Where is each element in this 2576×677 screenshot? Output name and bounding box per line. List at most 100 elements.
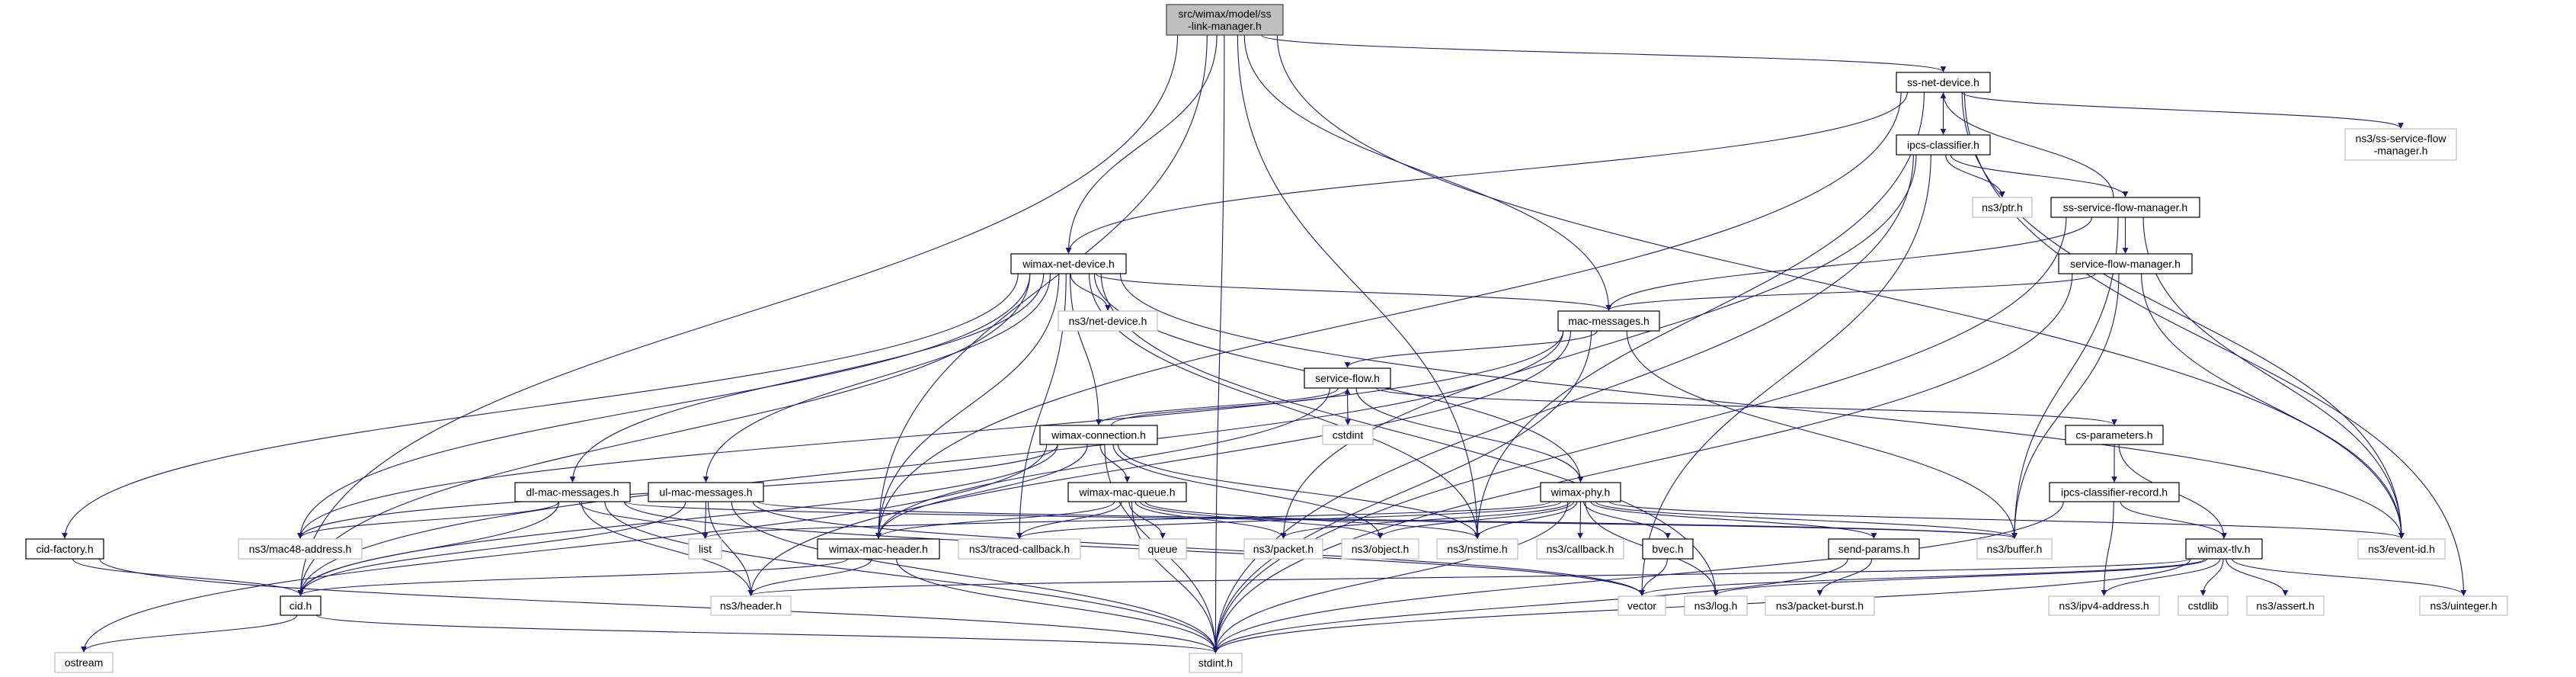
node-ipv4: ns3/ipv4-address.h bbox=[2048, 595, 2160, 616]
edge-cid-to-ostream bbox=[81, 614, 298, 653]
node-ul[interactable]: ul-mac-messages.h bbox=[648, 482, 764, 502]
node-sendp[interactable]: send-params.h bbox=[1828, 538, 1920, 560]
node-box bbox=[1304, 367, 1391, 389]
edge-dl-to-list bbox=[578, 501, 709, 539]
edge-sfm-to-stdint bbox=[1212, 273, 2073, 653]
edge-macmsg-to-mac48 bbox=[297, 330, 1564, 539]
node-label: wimax-mac-queue.h bbox=[1078, 486, 1175, 499]
edge-sendp-to-stdint bbox=[1212, 558, 1848, 653]
node-sf[interactable]: service-flow.h bbox=[1304, 367, 1391, 389]
node-label: ns3/mac48-address.h bbox=[249, 543, 352, 555]
edge-root-to-macmsg bbox=[1243, 34, 1612, 311]
edge-icr-to-ipv4 bbox=[2101, 501, 2114, 596]
edge-wnd-to-netdev bbox=[1070, 273, 1111, 311]
node-csparam[interactable]: cs-parameters.h bbox=[2065, 425, 2164, 445]
node-vector: vector bbox=[1618, 595, 1666, 616]
edge-wphy-to-object bbox=[1377, 501, 1574, 539]
node-label: ns3/callback.h bbox=[1547, 543, 1614, 555]
edge-root-to-wmh bbox=[875, 34, 1208, 539]
edge-wnd-to-macmsg bbox=[1095, 273, 1612, 311]
edge-wnd-to-mac48 bbox=[297, 273, 1031, 539]
node-label: wimax-net-device.h bbox=[1022, 258, 1115, 270]
node-box bbox=[2357, 538, 2446, 560]
node-ipcs[interactable]: ipcs-classifier.h bbox=[1896, 134, 1991, 156]
node-assert: ns3/assert.h bbox=[2246, 595, 2325, 616]
node-box bbox=[648, 482, 764, 502]
edge-ul-to-cid bbox=[297, 501, 686, 596]
node-wphy[interactable]: wimax-phy.h bbox=[1540, 482, 1621, 502]
node-label: wimax-tlv.h bbox=[2197, 543, 2251, 555]
node-label: ipcs-classifier-record.h bbox=[2061, 486, 2168, 499]
node-nstime: ns3/nstime.h bbox=[1436, 538, 1518, 560]
node-box bbox=[54, 652, 114, 673]
node-label: ns3/ss-service-flow bbox=[2355, 133, 2446, 145]
node-macmsg[interactable]: mac-messages.h bbox=[1557, 310, 1660, 332]
edge-root-to-cid bbox=[297, 34, 1179, 596]
node-wconn[interactable]: wimax-connection.h bbox=[1039, 425, 1158, 445]
node-wnd[interactable]: wimax-net-device.h bbox=[1010, 253, 1127, 274]
node-box bbox=[2065, 425, 2164, 445]
node-object: ns3/object.h bbox=[1341, 538, 1419, 560]
node-wmh[interactable]: wimax-mac-header.h bbox=[817, 538, 940, 560]
node-box bbox=[2050, 197, 2200, 218]
node-wmq[interactable]: wimax-mac-queue.h bbox=[1067, 482, 1187, 502]
edge-wnd-to-wmh bbox=[875, 273, 1060, 539]
edge-wphy-to-sendp bbox=[1590, 501, 1877, 539]
node-tcb: ns3/traced-callback.h bbox=[958, 538, 1081, 560]
edge-sssfm-to-macmsg bbox=[1605, 217, 2092, 311]
node-wtlv[interactable]: wimax-tlv.h bbox=[2185, 538, 2263, 560]
edge-ipcs-to-sssfm bbox=[1950, 154, 2129, 197]
node-box bbox=[25, 538, 104, 560]
node-label: ns3/packet.h bbox=[1253, 543, 1314, 555]
edge-root-to-stdint bbox=[1212, 34, 1225, 653]
node-sfm[interactable]: service-flow-manager.h bbox=[2058, 253, 2193, 274]
node-root[interactable]: src/wimax/model/ss-link-manager.h bbox=[1166, 4, 1284, 36]
node-ssnd[interactable]: ss-net-device.h bbox=[1896, 72, 1991, 93]
node-box bbox=[2344, 128, 2457, 161]
node-box bbox=[1828, 538, 1920, 560]
node-label: ns3/assert.h bbox=[2256, 600, 2314, 612]
node-cidf[interactable]: cid-factory.h bbox=[25, 538, 104, 560]
edge-wphy-to-stdint bbox=[1212, 501, 1569, 653]
node-box bbox=[1322, 425, 1374, 445]
node-label: ss-net-device.h bbox=[1907, 76, 1979, 88]
node-box bbox=[2049, 482, 2180, 502]
edge-wnd-to-eventid bbox=[1119, 273, 2405, 539]
node-mac48: ns3/mac48-address.h bbox=[238, 538, 363, 560]
edge-wmh-to-cid bbox=[297, 558, 849, 596]
node-icr[interactable]: ipcs-classifier-record.h bbox=[2049, 482, 2180, 502]
edge-cidf-to-cid bbox=[72, 558, 304, 596]
node-box bbox=[2178, 595, 2229, 616]
node-cid[interactable]: cid.h bbox=[280, 595, 322, 616]
node-label: -link-manager.h bbox=[1188, 20, 1262, 32]
node-label: ns3/traced-callback.h bbox=[969, 543, 1070, 555]
edge-wnd-to-cidf bbox=[62, 273, 1019, 539]
edge-dl-to-vector bbox=[623, 501, 1645, 596]
node-label: cid.h bbox=[290, 600, 312, 612]
edge-sf-to-csparam bbox=[1375, 387, 2117, 425]
node-label: service-flow.h bbox=[1315, 372, 1380, 384]
edge-icr-to-wtlv bbox=[2120, 501, 2227, 539]
edge-sssfm-to-buffer bbox=[2011, 217, 2119, 539]
edge-wnd-to-cid bbox=[297, 273, 1031, 596]
edge-wmq-to-stdint bbox=[1131, 501, 1219, 653]
node-bvec[interactable]: bvec.h bbox=[1642, 538, 1694, 560]
node-dl[interactable]: dl-mac-messages.h bbox=[514, 482, 631, 502]
node-box bbox=[2058, 253, 2193, 274]
edge-ul-to-stdint bbox=[731, 501, 1219, 653]
node-sssfm[interactable]: ss-service-flow-manager.h bbox=[2050, 197, 2200, 218]
node-label: queue bbox=[1148, 543, 1178, 555]
node-box bbox=[1618, 595, 1666, 616]
node-box bbox=[514, 482, 631, 502]
node-box bbox=[2048, 595, 2160, 616]
edge-wnd-to-ul bbox=[702, 273, 1051, 483]
node-label: list bbox=[699, 543, 712, 555]
node-label: ipcs-classifier.h bbox=[1907, 139, 1979, 151]
node-label: cstdlib bbox=[2188, 600, 2219, 612]
node-box bbox=[1642, 538, 1694, 560]
edge-sssfm-to-eventid bbox=[2142, 217, 2405, 539]
edge-ssnd-to-uint bbox=[1963, 91, 2467, 596]
edge-wmq-to-packet bbox=[1134, 501, 1287, 539]
edge-sssfm-to-ssnd bbox=[1940, 92, 2114, 198]
node-log: ns3/log.h bbox=[1684, 595, 1748, 616]
